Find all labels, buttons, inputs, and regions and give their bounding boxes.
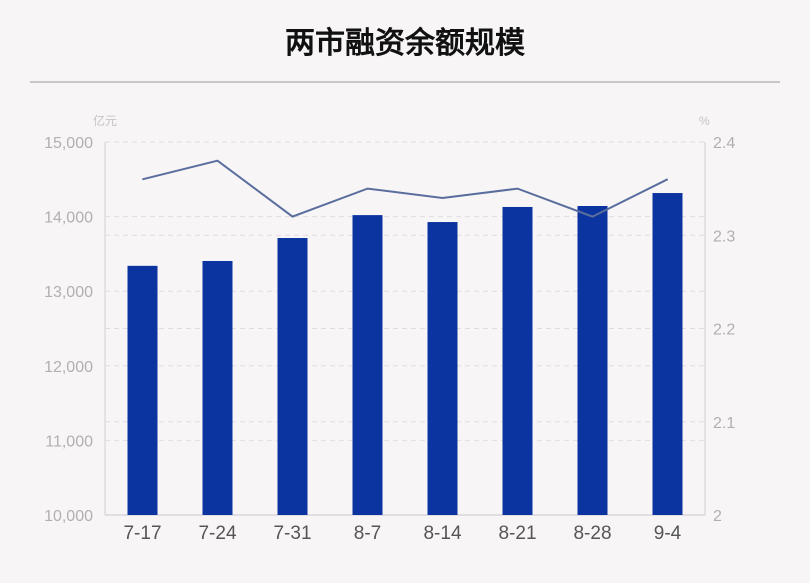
x-tick-label: 8-28 <box>573 523 611 544</box>
right-tick-label: 2.2 <box>713 322 735 339</box>
x-tick-label: 7-31 <box>273 523 311 544</box>
left-tick-label: 12,000 <box>44 359 93 376</box>
x-tick-label: 8-21 <box>498 523 536 544</box>
left-tick-label: 15,000 <box>44 135 93 152</box>
line-point-8-21 <box>517 188 518 190</box>
x-tick-label: 8-14 <box>423 523 461 544</box>
right-tick-label: 2 <box>713 508 722 525</box>
line-point-9-4 <box>667 178 668 180</box>
line-point-8-28 <box>592 216 593 218</box>
title-divider <box>30 81 780 83</box>
line-point-7-31 <box>292 216 293 218</box>
x-tick-label: 7-24 <box>198 523 236 544</box>
bar-9-4 <box>652 193 683 515</box>
chart-title: 两市融资余额规模 <box>285 26 525 61</box>
line-series <box>142 159 668 218</box>
line-point-8-14 <box>442 197 443 199</box>
bar-8-21 <box>502 206 533 515</box>
x-tick-label: 7-17 <box>123 523 161 544</box>
bar-8-7 <box>352 215 383 515</box>
left-tick-label: 11,000 <box>45 433 93 450</box>
bar-8-28 <box>577 206 608 515</box>
left-axis-unit: 亿元 <box>93 113 117 128</box>
bar-8-14 <box>427 222 458 515</box>
line-point-7-24 <box>217 160 218 162</box>
left-tick-label: 10,000 <box>44 508 93 525</box>
x-tick-label: 9-4 <box>654 523 682 544</box>
right-axis-unit: % <box>699 114 710 128</box>
left-tick-label: 13,000 <box>44 284 93 301</box>
bar-7-24 <box>202 260 233 515</box>
right-tick-label: 2.1 <box>713 415 735 432</box>
right-tick-label: 2.3 <box>713 228 735 245</box>
bar-7-17 <box>127 265 158 515</box>
bar-7-31 <box>277 238 308 515</box>
right-tick-label: 2.4 <box>713 135 735 152</box>
line-point-8-7 <box>367 188 368 190</box>
left-tick-label: 14,000 <box>44 210 93 227</box>
line-point-7-17 <box>142 178 143 180</box>
x-tick-label: 8-7 <box>354 523 381 544</box>
